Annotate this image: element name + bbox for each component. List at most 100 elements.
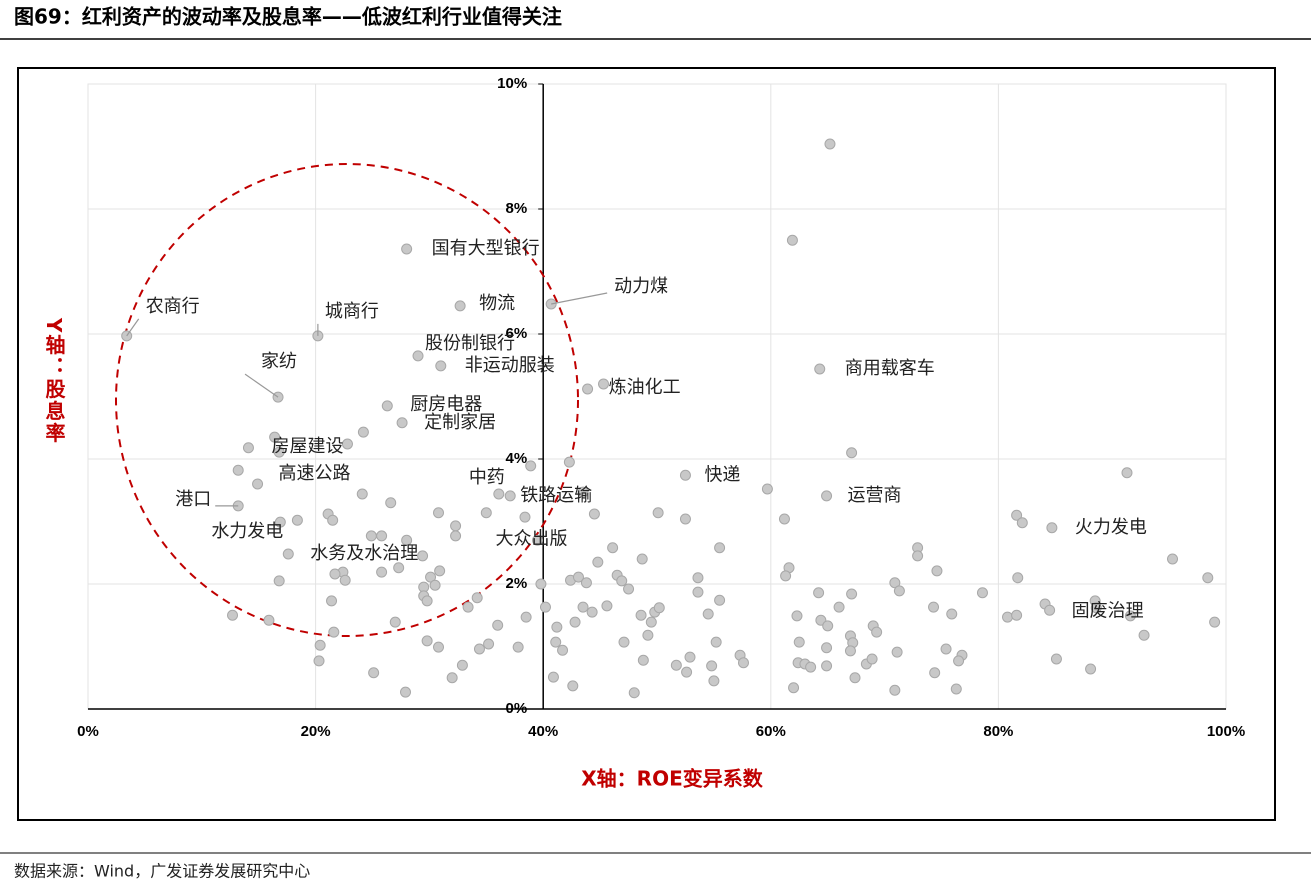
point xyxy=(232,464,244,476)
point-label: 定制家居 xyxy=(424,412,496,433)
point-label: 物流 xyxy=(479,293,515,314)
point xyxy=(1012,572,1024,584)
labeled-point xyxy=(504,490,516,502)
point xyxy=(433,641,445,653)
point xyxy=(588,508,600,520)
point xyxy=(889,684,901,696)
point xyxy=(365,530,377,542)
leader-line xyxy=(244,373,279,398)
labeled-point xyxy=(401,243,413,255)
chart-frame xyxy=(17,67,1276,821)
point-label: 动力煤 xyxy=(614,276,668,297)
point xyxy=(1011,509,1023,521)
point xyxy=(567,680,579,692)
y-axis-title: Y轴：股息率 xyxy=(42,318,66,445)
point xyxy=(953,655,965,667)
point xyxy=(1090,602,1102,614)
labeled-point xyxy=(381,400,393,412)
point xyxy=(635,609,647,621)
point xyxy=(607,542,619,554)
x-tick-label: 20% xyxy=(301,723,331,740)
point-label: 国有大型银行 xyxy=(432,238,540,259)
x-axis-title: X轴：ROE变异系数 xyxy=(581,767,763,791)
point xyxy=(788,682,800,694)
x-tick-label: 0% xyxy=(77,723,99,740)
x-tick-label: 60% xyxy=(756,723,786,740)
point xyxy=(341,438,353,450)
point xyxy=(520,611,532,623)
point xyxy=(950,683,962,695)
point xyxy=(569,616,581,628)
point xyxy=(636,553,648,565)
point xyxy=(846,447,858,459)
point-label: 铁路运输 xyxy=(520,485,592,506)
point xyxy=(586,606,598,618)
point xyxy=(313,655,325,667)
point xyxy=(1016,517,1028,529)
point xyxy=(429,579,441,591)
point xyxy=(421,635,433,647)
labeled-point xyxy=(396,417,408,429)
x-tick-label: 100% xyxy=(1207,723,1245,740)
point xyxy=(547,671,559,683)
labeled-point xyxy=(412,350,424,362)
y-tick-label: 4% xyxy=(506,450,528,467)
point xyxy=(376,566,388,578)
point-label: 大众出版 xyxy=(496,528,568,549)
labeled-point xyxy=(582,383,594,395)
point xyxy=(1121,467,1133,479)
labeled-point xyxy=(493,488,505,500)
point xyxy=(357,426,369,438)
point xyxy=(480,507,492,519)
point xyxy=(385,497,397,509)
point xyxy=(563,456,575,468)
point xyxy=(328,626,340,638)
y-tick-label: 2% xyxy=(506,575,528,592)
point xyxy=(512,641,524,653)
point xyxy=(539,601,551,613)
point xyxy=(670,659,682,671)
point xyxy=(824,138,836,150)
point xyxy=(871,626,883,638)
point xyxy=(450,530,462,542)
point xyxy=(761,483,773,495)
point xyxy=(778,513,790,525)
point xyxy=(714,594,726,606)
x-tick-label: 40% xyxy=(528,723,558,740)
point xyxy=(327,514,339,526)
point xyxy=(928,601,940,613)
point xyxy=(821,660,833,672)
point xyxy=(1011,609,1023,621)
point xyxy=(637,654,649,666)
point xyxy=(557,644,569,656)
labeled-point xyxy=(1046,522,1058,534)
y-tick-label: 6% xyxy=(506,325,528,342)
point xyxy=(550,636,562,648)
y-tick-label: 10% xyxy=(497,75,527,92)
labeled-point xyxy=(274,516,286,528)
point xyxy=(893,585,905,597)
point xyxy=(273,446,285,458)
point xyxy=(592,556,604,568)
point xyxy=(642,629,654,641)
point xyxy=(623,583,635,595)
point xyxy=(849,672,861,684)
point xyxy=(329,568,341,580)
leader-line xyxy=(126,318,140,337)
point xyxy=(263,614,275,626)
point xyxy=(425,571,437,583)
point xyxy=(786,234,798,246)
point xyxy=(645,616,657,628)
point xyxy=(326,595,338,607)
chart-title: 图69：红利资产的波动率及股息率——低波红利行业值得关注 xyxy=(14,5,562,29)
point xyxy=(679,513,691,525)
point xyxy=(227,609,239,621)
point xyxy=(434,565,446,577)
point xyxy=(976,587,988,599)
point xyxy=(1202,572,1214,584)
labeled-point xyxy=(282,548,294,560)
point xyxy=(551,621,563,633)
labeled-point xyxy=(454,300,466,312)
point xyxy=(822,620,834,632)
leader-line xyxy=(551,292,608,305)
